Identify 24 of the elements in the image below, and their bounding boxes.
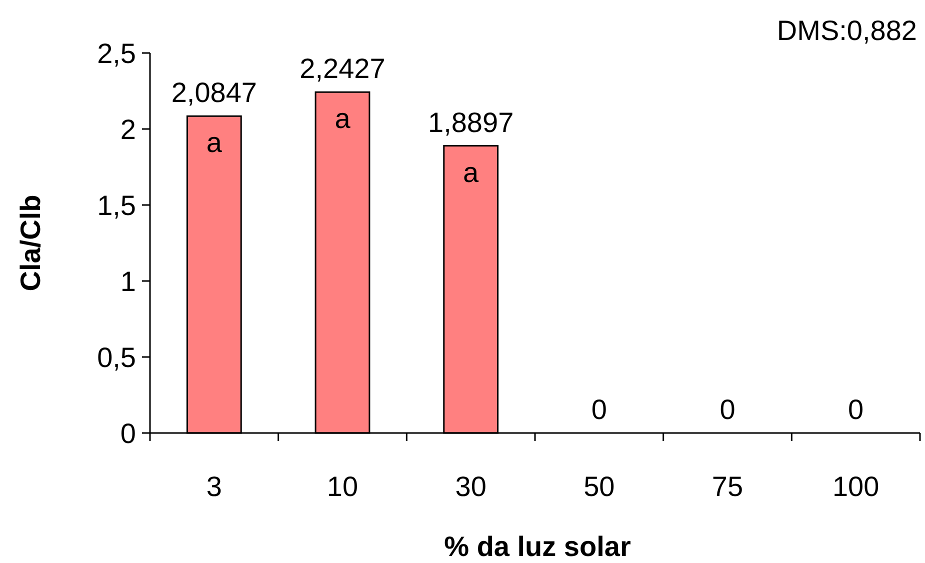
annotation: a <box>463 156 480 188</box>
data-label: 0 <box>720 394 736 425</box>
text: DMS:0,882 <box>776 15 917 46</box>
y-tick-label: 2,5 <box>97 38 136 69</box>
annotation: a <box>206 127 222 158</box>
y-tick-label: 2 <box>120 114 136 145</box>
y-tick-label: 0 <box>120 418 136 449</box>
data-label: 0 <box>848 394 864 425</box>
x-tick-label: 30 <box>455 471 486 502</box>
data-label: 0 <box>591 394 607 425</box>
y-tick-label: 1 <box>120 266 136 297</box>
x-axis-title: % da luz solar <box>444 531 631 562</box>
data-label: 2,2427 <box>300 53 386 84</box>
x-tick-label: 3 <box>206 471 222 502</box>
y-axis-title: Cla/Clb <box>15 194 46 292</box>
x-tick-label: 50 <box>584 471 615 502</box>
x-tick-label: 100 <box>832 471 880 502</box>
data-label: 2,0847 <box>171 77 257 108</box>
y-tick-label: 0,5 <box>97 342 136 373</box>
data-label: 1,8897 <box>428 106 514 138</box>
y-tick-label: 1,5 <box>97 190 136 221</box>
x-tick-label: 75 <box>712 471 744 502</box>
annotation: a <box>334 103 351 134</box>
x-tick-label: 10 <box>326 471 358 502</box>
